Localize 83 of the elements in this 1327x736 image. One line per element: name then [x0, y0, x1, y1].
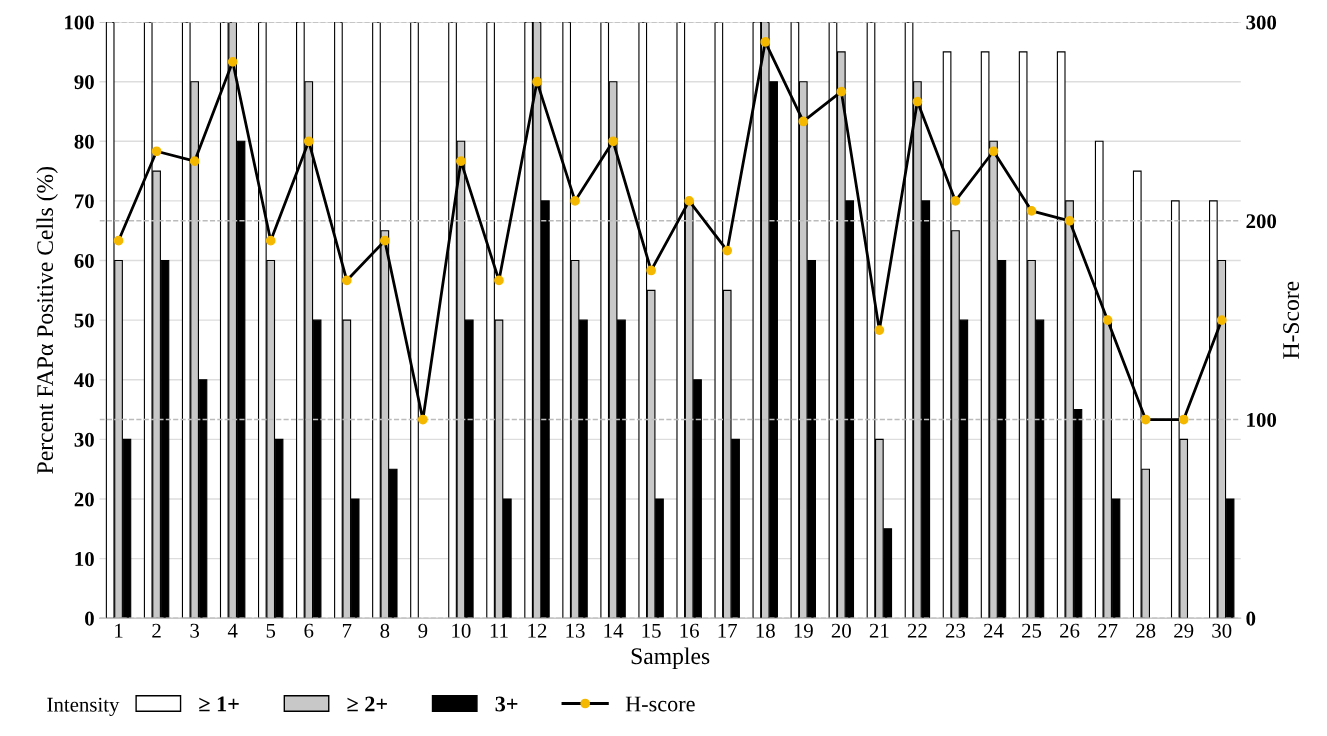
x-tick-label: 10 [452, 623, 471, 638]
x-tick-label: 29 [1174, 623, 1194, 638]
y-tick-label: 0 [85, 611, 94, 626]
x-tick-label: 1 [115, 623, 123, 638]
y2-tick-label: 100 [1247, 412, 1277, 427]
point [988, 146, 999, 157]
point [379, 235, 390, 246]
x-tick-label: 21 [869, 623, 889, 638]
x-tick-label: 20 [831, 623, 851, 638]
legend-label: H-score [625, 696, 695, 712]
point [1026, 206, 1037, 216]
point [1140, 414, 1151, 425]
point [532, 76, 542, 87]
y2-axis-title: H-Score [1283, 281, 1300, 359]
x-tick-label: 16 [680, 623, 699, 638]
x-tick-label: 2 [152, 623, 161, 638]
point [494, 275, 504, 286]
x-tick-label: 3 [190, 623, 200, 638]
point [189, 156, 200, 167]
point [113, 235, 124, 246]
x-tick-label: 13 [566, 623, 585, 638]
x-tick-label: 6 [304, 623, 314, 638]
x-tick-label: 19 [794, 623, 813, 638]
x-tick-label: 12 [528, 623, 547, 638]
point [722, 245, 733, 256]
y-tick-label: 70 [75, 194, 94, 209]
legend-label: 3+ [495, 696, 518, 712]
y-tick-label: 40 [74, 373, 94, 388]
point [1102, 315, 1113, 326]
point [874, 325, 885, 335]
y-tick-label: 30 [74, 432, 94, 447]
y-tick-label: 80 [74, 134, 94, 149]
x-tick-label: 9 [418, 623, 428, 638]
x-tick-label: 25 [1022, 623, 1042, 638]
x-tick-label: 8 [380, 623, 390, 638]
point [303, 136, 314, 147]
point [341, 275, 352, 286]
point [456, 156, 466, 167]
x-tick-label: 18 [756, 623, 775, 638]
y-tick-label: 50 [74, 313, 94, 328]
point [646, 265, 656, 276]
point [265, 235, 276, 246]
point [227, 56, 238, 67]
point [950, 196, 961, 206]
x-tick-label: 28 [1136, 623, 1156, 638]
y2-tick-label: 200 [1246, 214, 1277, 229]
x-tick-label: 30 [1212, 623, 1232, 638]
legend-title: Intensity [47, 697, 120, 716]
point [151, 146, 162, 157]
x-tick-label: 17 [718, 623, 738, 638]
point [1178, 414, 1189, 425]
x-tick-label: 14 [604, 623, 624, 638]
point [836, 86, 847, 97]
x-tick-label: 7 [342, 623, 352, 638]
x-tick-label: 4 [227, 623, 238, 638]
point [798, 116, 809, 127]
x-tick-label: 11 [490, 623, 508, 638]
x-tick-label: 24 [983, 623, 1004, 638]
point [684, 196, 695, 206]
point [608, 136, 618, 147]
y-axis-title: Percent FAPα Positive Cells (%) [36, 167, 58, 474]
point [1064, 215, 1075, 226]
x-tick-label: 22 [907, 623, 927, 638]
x-tick-label: 5 [266, 623, 276, 638]
y-tick-label: 10 [75, 552, 94, 567]
legend-label: ≥ 2+ [347, 696, 387, 712]
point [912, 96, 923, 107]
point [418, 414, 428, 425]
y-tick-label: 100 [65, 15, 94, 30]
x-tick-label: 15 [642, 623, 661, 638]
y2-tick-label: 300 [1246, 15, 1277, 30]
y2-tick-label: 0 [1246, 611, 1256, 626]
x-axis-title: Samples [631, 647, 710, 669]
point [1216, 315, 1227, 326]
point [570, 196, 580, 206]
x-tick-label: 23 [945, 623, 966, 638]
point [760, 37, 771, 47]
y-tick-label: 20 [74, 492, 94, 507]
y-tick-label: 90 [74, 75, 94, 90]
y-tick-label: 60 [74, 253, 94, 268]
x-tick-label: 27 [1098, 623, 1118, 638]
legend-label: ≥ 1+ [199, 696, 239, 712]
x-tick-label: 26 [1060, 623, 1080, 638]
